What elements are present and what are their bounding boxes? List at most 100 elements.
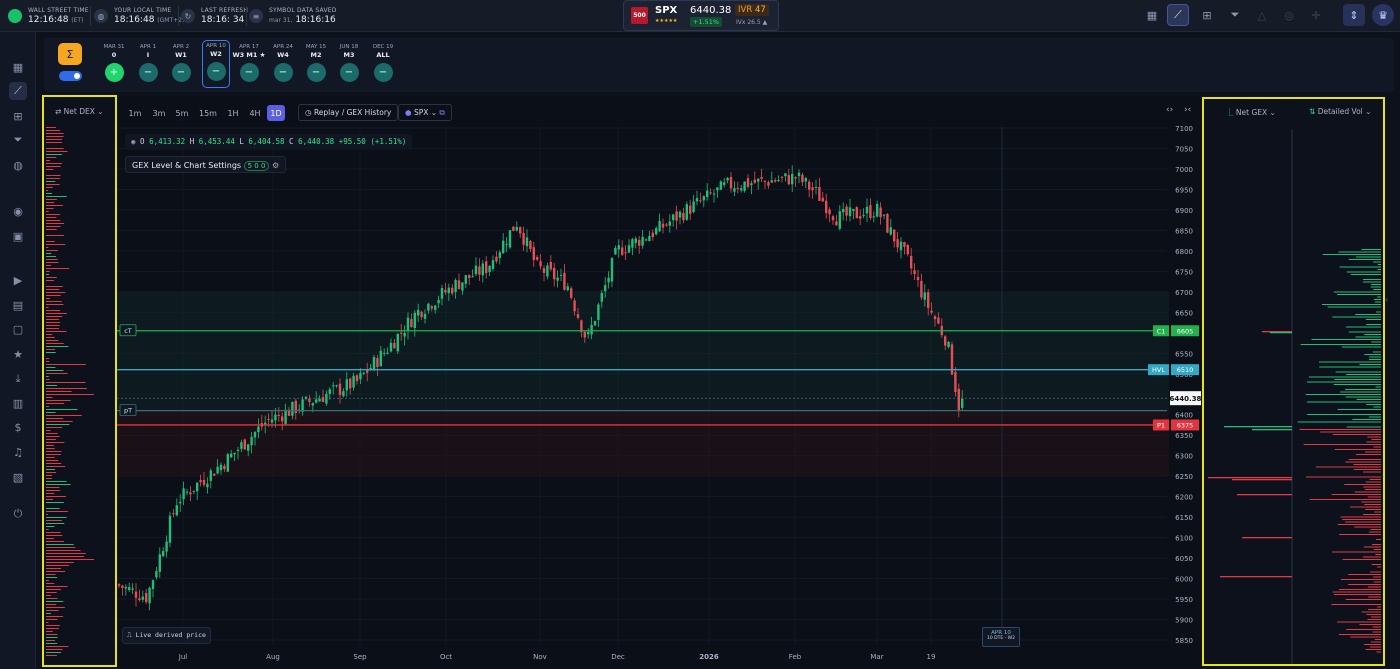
candle — [872, 216, 875, 218]
aggregate-toggle[interactable] — [59, 71, 82, 81]
gex-bar — [1371, 341, 1381, 343]
box-icon[interactable]: ▢ — [12, 322, 24, 336]
panel-handle-icon[interactable]: ‹ — [1385, 295, 1389, 304]
remove-expiration-button[interactable]: − — [138, 63, 158, 82]
expand-icon[interactable]: ‹› — [1166, 105, 1174, 115]
candle — [672, 214, 675, 221]
dex-bar — [46, 319, 60, 320]
candle — [593, 321, 597, 326]
alert-icon[interactable]: △ — [1257, 8, 1267, 22]
price-axis — [1169, 125, 1202, 650]
remove-expiration-button[interactable]: − — [239, 63, 259, 82]
replay-button[interactable]: ◷ Replay / GEX History — [298, 104, 399, 121]
expiration-apr-10[interactable]: APR 10 W2 − — [202, 40, 230, 88]
filter-icon[interactable]: ⏷ — [1230, 8, 1240, 21]
video-icon[interactable]: ▶ — [13, 273, 23, 287]
expiration-mar-31[interactable]: MAR 31 0 + — [100, 44, 128, 82]
dollar-icon[interactable]: $ — [14, 420, 22, 434]
grid-view-icon[interactable]: ⊞ — [1202, 8, 1212, 22]
add-expiration-button[interactable]: + — [104, 63, 124, 82]
dex-bar — [46, 340, 59, 341]
table-icon[interactable]: ▦ — [12, 60, 24, 74]
dex-bar — [46, 583, 55, 584]
gex-bar — [1355, 314, 1381, 315]
globe-icon[interactable]: ◍ — [13, 158, 23, 172]
timeframe-1m[interactable]: 1m — [128, 108, 142, 118]
dex-bar — [46, 607, 65, 608]
power-icon[interactable]: ⏻ — [13, 507, 23, 520]
expiration-apr-17[interactable]: APR 17 W3 M1 ★ − — [232, 44, 266, 82]
expiration-jun-18[interactable]: JUN 18 M3 − — [335, 44, 363, 82]
download-icon[interactable]: ⤓ — [15, 372, 21, 385]
expiration-dec-19[interactable]: DEC 19 ALL − — [369, 44, 397, 82]
timeframe-4h[interactable]: 4H — [249, 108, 261, 118]
book-icon[interactable]: ▥ — [12, 396, 24, 410]
crosshair-icon[interactable]: ✛ — [1311, 8, 1321, 22]
dex-bar — [46, 295, 61, 296]
chart-icon[interactable]: ⟋ — [9, 82, 27, 100]
user-icon[interactable]: ◉ — [13, 204, 23, 218]
avatar[interactable]: ♛ — [1372, 4, 1394, 26]
candle — [121, 585, 124, 588]
expiration-apr-24[interactable]: APR 24 W4 − — [269, 44, 297, 82]
chart-area[interactable]: 1m 3m 5m 15m 1H 4H 1D ◷ Replay / GEX History ●… — [117, 97, 1202, 667]
dex-bar — [46, 244, 66, 245]
target-icon[interactable]: ◎ — [1284, 8, 1294, 22]
gex-bar — [1377, 264, 1381, 265]
timeframe-1h[interactable]: 1H — [227, 108, 239, 118]
candle — [318, 398, 321, 402]
headset-icon[interactable]: ♫ — [13, 445, 23, 459]
remove-expiration-button[interactable]: − — [206, 62, 226, 81]
timeframe-1d[interactable]: 1D — [267, 105, 285, 121]
timeframe-3m[interactable]: 3m — [152, 108, 166, 118]
remove-expiration-button[interactable]: − — [171, 63, 191, 82]
grid-icon[interactable]: ⊞ — [13, 109, 23, 123]
gex-bar — [1340, 391, 1381, 393]
candlestick-chart[interactable]: 5850 5900 5950 6000 6050 6100 6150 6200 6250 6300… — [117, 97, 1202, 667]
expiration-label: W1 — [175, 51, 187, 59]
candle — [576, 314, 580, 318]
net-gex-dropdown[interactable]: ⎿ Net GEX ⌄ — [1226, 108, 1276, 117]
expiration-may-15[interactable]: MAY 15 M2 − — [302, 44, 330, 82]
eye-icon[interactable]: ◉ — [131, 137, 136, 146]
candle — [345, 379, 348, 391]
candle — [529, 240, 532, 250]
remove-expiration-button[interactable]: − — [373, 63, 393, 82]
gex-settings-button[interactable]: GEX Level & Chart Settings 5 0 0 ⚙ — [125, 156, 287, 173]
collapse-icon[interactable]: ⇕ — [1343, 4, 1365, 26]
expiration-apr-2[interactable]: APR 2 W1 − — [167, 44, 195, 82]
dex-bar — [46, 475, 53, 476]
gex-bar — [1355, 336, 1381, 338]
gear-icon[interactable]: ⚙ — [271, 161, 280, 170]
chart-view-icon[interactable]: ⟋ — [1167, 4, 1189, 26]
remove-expiration-button[interactable]: − — [306, 63, 326, 82]
candle — [410, 319, 413, 328]
date-tick: 19 — [927, 653, 936, 661]
date-tick: Dec — [611, 653, 625, 661]
remove-expiration-button[interactable]: − — [273, 63, 293, 82]
timeframe-5m[interactable]: 5m — [175, 108, 189, 118]
collapse-icon[interactable]: ›‹ — [1184, 105, 1192, 115]
sigma-icon[interactable]: Σ — [58, 43, 82, 65]
gex-bar — [1373, 549, 1381, 550]
expiration-apr-1[interactable]: APR 1 I − — [134, 44, 162, 82]
candle — [910, 255, 913, 269]
table-view-icon[interactable]: ▦ — [1146, 8, 1158, 22]
symbol-selector[interactable]: ● SPX ⌄ ⧉ — [398, 104, 452, 121]
detailed-vol-dropdown[interactable]: ⇅ Detailed Vol ⌄ — [1309, 107, 1372, 116]
net-dex-dropdown[interactable]: ⇄ Net DEX ⌄ — [55, 107, 104, 116]
candle — [124, 586, 127, 589]
chat-icon[interactable]: ▣ — [12, 229, 24, 243]
news-icon[interactable]: ▧ — [12, 470, 24, 484]
dex-bar — [46, 472, 57, 473]
dex-bar — [46, 379, 50, 380]
timeframe-15m[interactable]: 15m — [199, 108, 217, 118]
remove-expiration-button[interactable]: − — [339, 63, 359, 82]
ticker-widget[interactable]: 500 SPX ★★★★★ 6440.38 +1.51% IVR 47 IVx … — [623, 0, 779, 31]
candle — [923, 292, 926, 300]
candle — [733, 188, 736, 192]
dex-bar — [46, 151, 68, 152]
star-icon[interactable]: ★ — [13, 347, 23, 361]
document-icon[interactable]: ▤ — [12, 298, 24, 312]
filter-icon[interactable]: ⏷ — [13, 133, 23, 146]
